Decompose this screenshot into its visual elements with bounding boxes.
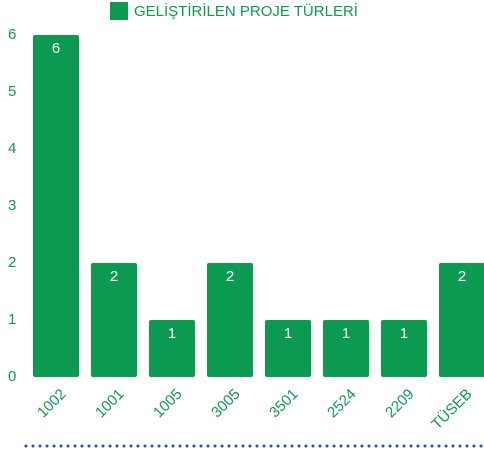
- data-label: 2: [458, 268, 466, 285]
- data-label: 1: [284, 325, 292, 342]
- bar: [33, 35, 79, 377]
- legend-label: GELİŞTİRİLEN PROJE TÜRLERİ: [134, 2, 358, 20]
- bar: [149, 320, 195, 377]
- x-tick-label: 1002: [34, 386, 70, 422]
- y-tick-label: 1: [8, 311, 16, 328]
- data-label: 6: [52, 40, 60, 57]
- x-tick-label: TÜSEB: [428, 385, 476, 433]
- y-tick-label: 2: [8, 254, 16, 271]
- y-tick-label: 0: [8, 368, 16, 385]
- y-tick-label: 5: [8, 83, 16, 100]
- bar: [323, 320, 369, 377]
- data-label: 1: [400, 325, 408, 342]
- data-label: 1: [168, 325, 176, 342]
- x-tick-label: 3501: [266, 386, 302, 422]
- data-label: 2: [110, 268, 118, 285]
- bar: [381, 320, 427, 377]
- bar: [265, 320, 311, 377]
- data-label: 1: [342, 325, 350, 342]
- x-tick-label: 1005: [150, 386, 186, 422]
- x-tick-label: 3005: [208, 386, 244, 422]
- data-label: 2: [226, 268, 234, 285]
- x-tick-label: 2524: [324, 386, 360, 422]
- legend-swatch: [110, 2, 128, 20]
- y-tick-label: 3: [8, 197, 16, 214]
- y-tick-label: 6: [8, 26, 16, 43]
- bar: [207, 263, 253, 377]
- bar: [439, 263, 484, 377]
- x-tick-label: 1001: [92, 386, 128, 422]
- y-tick-label: 4: [8, 140, 16, 157]
- bar: [91, 263, 137, 377]
- x-tick-label: 2209: [382, 386, 418, 422]
